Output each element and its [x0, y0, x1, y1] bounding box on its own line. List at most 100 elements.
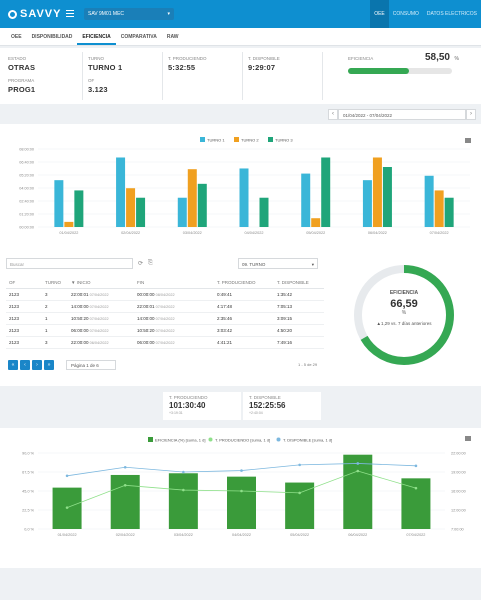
menu-icon[interactable]: [66, 10, 74, 17]
tprod-value: 5:32:55: [168, 63, 196, 72]
subtab-eficiencia[interactable]: EFICIENCIA: [77, 28, 116, 45]
info-panel: [0, 48, 481, 104]
line-point: [356, 469, 360, 473]
tdisp-cell: T. DISPONIBLE 9:29:07: [248, 56, 280, 72]
tab-consumo[interactable]: CONSUMO: [392, 11, 419, 17]
line-point: [240, 489, 243, 493]
turn-filter-value: 09. TURNO: [242, 262, 266, 267]
bar-turno-2: [434, 190, 444, 227]
x-tick-label: 06/04/2022: [368, 231, 387, 235]
machine-selector[interactable]: SAV 9M01 MEC ▾: [84, 8, 174, 20]
next-page-button[interactable]: ›: [32, 360, 42, 370]
total-tprod-delta: +3:19:31: [169, 411, 183, 415]
logo-text: SAVVY: [20, 8, 62, 20]
cell-tdisp: 1:35:42: [274, 288, 324, 301]
cell-fin: 10:50:20 07/04/2022: [134, 324, 214, 337]
y-tick-label: 04:00:00: [19, 187, 34, 191]
tprod-cell: T. PRODUCIENDO 5:32:55: [168, 56, 207, 72]
programa-cell: PROGRAMA PROG1: [8, 78, 35, 94]
prev-date-button[interactable]: ‹: [328, 109, 338, 120]
page-select[interactable]: Página 1 de 6: [66, 360, 116, 370]
y-right-tick-label: 12:00:00: [451, 509, 466, 513]
turn-filter-select[interactable]: 09. TURNO ▾: [238, 258, 318, 269]
cell-of: 2123: [6, 312, 42, 325]
table-row[interactable]: 2123 3 22:00:00 06/04/2022 06:00:00 07/04/2…: [6, 336, 324, 349]
col-inicio[interactable]: ▼ INICIO: [68, 277, 134, 289]
y-tick-label: 01:20:00: [19, 213, 34, 217]
bar-turno-1: [54, 180, 64, 227]
turno-label: TURNO: [88, 56, 104, 61]
top-bar: SAVVY SAV 9M01 MEC ▾ OEE CONSUMO DATOS EL…: [0, 0, 481, 28]
donut-value: 66,59: [390, 298, 418, 310]
export-icon[interactable]: [465, 138, 471, 143]
cell-date: 07/04/2022: [154, 317, 175, 321]
table-row[interactable]: 2123 1 10:50:20 07/04/2022 14:00:00 07/04/2…: [6, 312, 324, 325]
bar-turno-1: [177, 197, 187, 227]
table-row[interactable]: 2123 3 22:00:01 07/04/2022 00:00:00 08/04/2…: [6, 288, 324, 301]
bar-turno-1: [239, 168, 249, 227]
cell-turno: 1: [42, 312, 68, 325]
table-row[interactable]: 2123 2 14:00:00 07/04/2022 22:00:01 07/04/2…: [6, 300, 324, 313]
subtab-raw[interactable]: RAW: [166, 34, 179, 40]
y-tick-label: 05:20:00: [19, 174, 34, 178]
sub-tabs: OEE DISPONIBILIDAD EFICIENCIA COMPARATIV…: [0, 28, 481, 46]
date-range-picker: ‹ 01/04/2022 - 07/04/2022 ›: [328, 109, 478, 120]
next-date-button[interactable]: ›: [466, 109, 476, 120]
line-point: [182, 470, 185, 474]
donut-comparison: ▲1,29 vs. 7 días anteriores: [376, 321, 432, 326]
cell-inicio: 22:00:00 06/04/2022: [68, 336, 134, 349]
cell-date: 07/04/2022: [88, 329, 109, 333]
y-left-tick-label: 45,0 %: [22, 490, 34, 494]
col-tdisp[interactable]: T. DISPONIBLE: [274, 277, 324, 289]
col-turno[interactable]: TURNO: [42, 277, 68, 289]
cell-tprod: 2:35:46: [214, 312, 274, 325]
legend-swatch: [208, 437, 213, 442]
cell-date: 07/04/2022: [88, 305, 109, 309]
cell-date: 07/04/2022: [88, 293, 109, 297]
last-page-button[interactable]: »: [44, 360, 54, 370]
tab-oee[interactable]: OEE: [370, 0, 389, 28]
of-value: 3.123: [88, 85, 108, 94]
bar-turno-1: [116, 157, 126, 227]
programa-label: PROGRAMA: [8, 78, 35, 83]
col-tprod[interactable]: T. PRODUCIENDO: [214, 277, 274, 289]
col-of[interactable]: OF: [6, 277, 42, 289]
search-input[interactable]: Buscar: [6, 258, 133, 269]
subtab-comparativa[interactable]: COMPARATIVA: [120, 34, 157, 40]
legend-swatch: [276, 437, 281, 442]
x-tick-label: 07/04/2022: [430, 231, 449, 235]
table-row[interactable]: 2123 1 06:00:00 07/04/2022 10:50:20 07/04/2…: [6, 324, 324, 337]
prev-page-button[interactable]: ‹: [20, 360, 30, 370]
turn-bar-chart: 00:00:00 01:20:00 02:40:00 04:00:00 05:20:00…: [19, 137, 470, 235]
export-icon[interactable]: [465, 436, 471, 441]
date-range-input[interactable]: 01/04/2022 - 07/04/2022: [338, 109, 466, 120]
tab-datos-electricos[interactable]: DATOS ELECTRICOS: [426, 11, 477, 17]
y-right-tick-label: 16:00:00: [451, 490, 466, 494]
cell-tprod: 0:49:41: [214, 288, 274, 301]
refresh-icon[interactable]: ⟳: [138, 261, 144, 267]
shifts-table: OF TURNO ▼ INICIO FIN T. PRODUCIENDO T. …: [6, 277, 324, 349]
cell-fin: 14:00:00 07/04/2022: [134, 312, 214, 325]
y-left-tick-label: 90,0 %: [22, 452, 34, 456]
cell-turno: 1: [42, 324, 68, 337]
pagination-info: 1 - 5 de 29: [298, 362, 318, 367]
col-fin[interactable]: FIN: [134, 277, 214, 289]
y-left-tick-label: 0,0 %: [24, 528, 34, 532]
cell-date: 07/04/2022: [154, 305, 175, 309]
line-point: [123, 484, 127, 487]
bar-turno-1: [424, 175, 434, 227]
tdisp-value: 9:29:07: [248, 63, 276, 72]
chevron-down-icon: ▾: [311, 262, 314, 267]
subtab-oee[interactable]: OEE: [11, 34, 22, 40]
chevron-down-icon: ▾: [167, 11, 170, 17]
cell-tprod: 3:03:42: [214, 324, 274, 337]
y-tick-label: 08:00:00: [19, 148, 34, 152]
subtab-disponibilidad[interactable]: DISPONIBILIDAD: [31, 34, 73, 40]
first-page-button[interactable]: «: [8, 360, 18, 370]
estado-cell: ESTADO OTRAS: [8, 56, 35, 72]
y-left-tick-label: 67,5 %: [22, 471, 34, 475]
bar-turno-3: [136, 197, 146, 227]
export-icon[interactable]: ⎘: [148, 260, 153, 266]
line-point: [182, 488, 185, 492]
cell-of: 2123: [6, 300, 42, 313]
